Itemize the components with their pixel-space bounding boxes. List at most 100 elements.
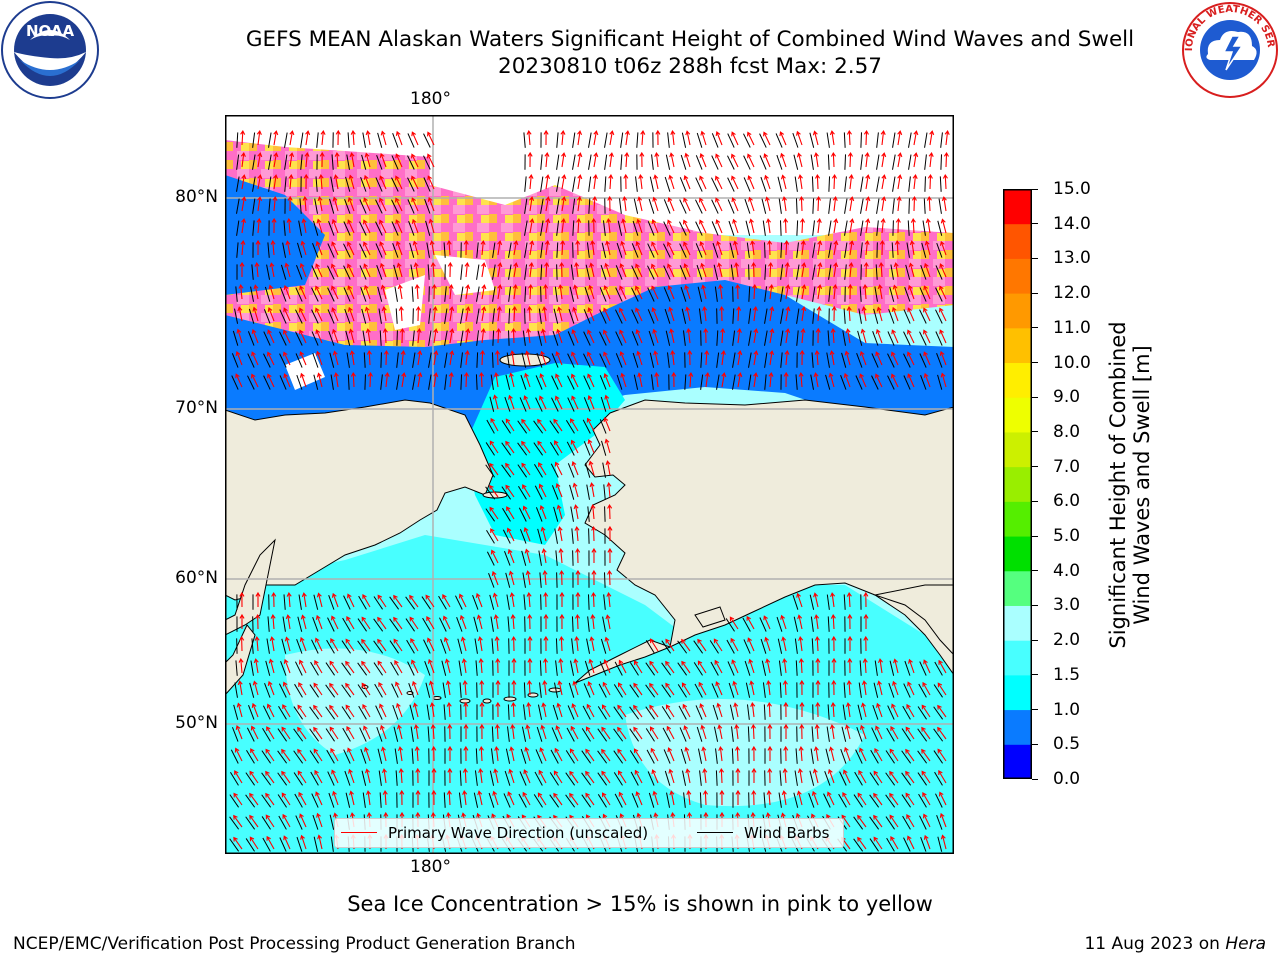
colorbar-tick-label: 1.5: [1053, 664, 1081, 685]
wave-direction-arrow: [399, 789, 405, 806]
colorbar-tick: [1032, 327, 1038, 329]
wind-barb: [885, 750, 895, 764]
wave-direction-arrow: [481, 262, 487, 278]
wave-direction-arrow: [539, 395, 547, 410]
wind-barb: [903, 375, 911, 390]
wind-barb: [732, 352, 736, 368]
wind-barb: [567, 397, 575, 412]
wind-barb: [792, 132, 799, 148]
wave-direction-arrow: [426, 637, 435, 652]
wind-barb: [827, 616, 830, 632]
wave-direction-arrow: [240, 129, 246, 146]
wave-direction-arrow: [527, 151, 533, 168]
wind-barb: [298, 220, 303, 236]
wave-direction-arrow: [427, 196, 435, 212]
wind-barb: [780, 330, 784, 346]
wave-direction-arrow: [752, 283, 758, 300]
wave-direction-arrow: [459, 614, 467, 630]
wind-barb: [507, 704, 510, 720]
wind-barb: [229, 838, 240, 852]
wind-barb: [651, 374, 654, 390]
wind-barb: [796, 264, 800, 280]
wave-direction-arrow: [332, 790, 339, 806]
wave-direction-arrow: [697, 638, 707, 652]
wind-barb: [629, 662, 639, 676]
wave-direction-arrow: [650, 747, 659, 762]
wind-barb: [236, 132, 239, 148]
wave-direction-arrow: [701, 746, 707, 762]
wind-barb: [598, 683, 607, 698]
wind-barb: [764, 308, 768, 324]
wind-barb: [645, 662, 656, 676]
wind-barb: [876, 132, 879, 148]
wave-direction-arrow: [846, 305, 852, 322]
wave-direction-arrow: [571, 460, 579, 476]
wave-direction-arrow: [267, 680, 275, 696]
wind-barb: [540, 242, 544, 258]
wind-barb: [584, 286, 591, 302]
wind-barb: [599, 287, 607, 302]
wind-barb: [826, 132, 830, 148]
wind-barb: [890, 264, 894, 280]
colorbar-segment: [1003, 327, 1032, 364]
wind-barb: [485, 442, 495, 456]
wave-direction-arrow: [523, 526, 531, 542]
wind-barb: [647, 287, 655, 302]
wind-barb: [405, 596, 416, 610]
wave-direction-arrow: [364, 306, 371, 322]
wind-barb: [711, 199, 719, 214]
wave-direction-arrow: [576, 196, 582, 212]
wave-direction-arrow: [431, 767, 437, 784]
wave-direction-arrow: [750, 723, 756, 740]
wave-direction-arrow: [847, 283, 853, 300]
wave-direction-arrow: [925, 218, 931, 234]
wave-direction-arrow: [699, 241, 707, 256]
colorbar-tick-label: 3.0: [1053, 595, 1081, 616]
wind-barb: [714, 286, 718, 302]
wind-barb: [405, 618, 415, 632]
wind-barb: [619, 198, 622, 214]
wave-direction-arrow: [574, 613, 581, 630]
wind-barb: [277, 750, 288, 764]
wave-direction-arrow: [587, 681, 595, 696]
wind-barb: [444, 352, 448, 368]
wind-barb: [567, 463, 575, 478]
wind-barb: [538, 550, 542, 566]
wind-barb: [313, 220, 319, 236]
wind-barb: [391, 683, 399, 698]
wind-barb: [570, 264, 574, 280]
wind-barb: [924, 176, 926, 192]
wind-barb: [266, 264, 271, 280]
wave-direction-arrow: [257, 174, 263, 190]
wind-barb: [795, 198, 798, 214]
wave-direction-arrow: [815, 701, 821, 718]
wind-barb: [376, 264, 383, 280]
wind-barb: [855, 375, 863, 390]
wind-barb: [727, 133, 735, 148]
wave-direction-arrow: [737, 350, 743, 366]
wave-direction-arrow: [560, 129, 566, 146]
wave-direction-arrow: [377, 616, 387, 630]
wind-barb: [248, 308, 255, 324]
wave-direction-arrow: [495, 657, 501, 674]
wave-direction-arrow: [686, 328, 692, 344]
wave-direction-arrow: [489, 440, 499, 454]
wind-barb: [263, 375, 271, 390]
wind-barb: [763, 704, 766, 720]
wind-barb: [693, 640, 704, 654]
wind-barb: [892, 132, 896, 148]
wave-direction-arrow: [651, 285, 659, 300]
wave-direction-arrow: [829, 724, 835, 740]
barb-legend-label: Wind Barbs: [744, 824, 830, 842]
wind-barb: [603, 594, 606, 610]
wave-direction-arrow: [939, 329, 947, 344]
wave-direction-arrow: [796, 592, 803, 608]
wind-barb: [810, 616, 814, 632]
wave-direction-arrow: [553, 770, 563, 784]
wind-barb: [407, 155, 415, 170]
wind-barb: [793, 154, 799, 170]
wave-direction-arrow: [281, 748, 291, 762]
wave-direction-arrow: [464, 350, 470, 366]
wind-barb: [396, 352, 399, 368]
wind-barb: [293, 750, 304, 764]
